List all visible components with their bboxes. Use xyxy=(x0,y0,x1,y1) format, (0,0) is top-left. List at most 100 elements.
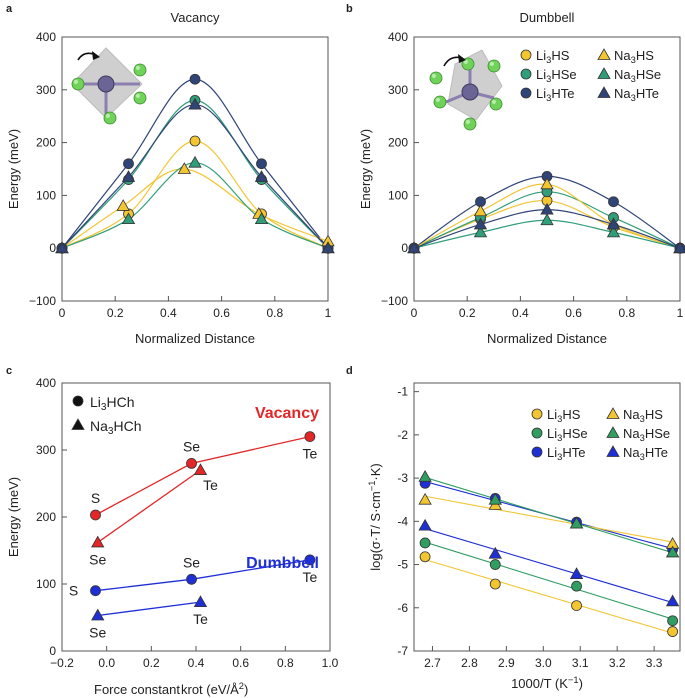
marker-li3hs xyxy=(489,578,501,590)
legend-marker-triangle xyxy=(606,407,620,419)
y-tick-label: 100 xyxy=(36,577,56,591)
ligand-atom xyxy=(133,91,147,105)
plot-frame xyxy=(413,36,681,302)
x-tick-label: 0.0 xyxy=(98,656,115,670)
point-label: S xyxy=(91,490,100,506)
marker-dumbbell-na3hch xyxy=(193,595,208,607)
ligand-atom-highlight xyxy=(491,99,496,104)
x-tick-label: 0.8 xyxy=(618,306,635,320)
legend-label: Li3​HTe xyxy=(547,445,585,462)
y-tick-label: 300 xyxy=(36,83,56,97)
x-tick-label: 3.3 xyxy=(646,656,663,670)
y-tick-label: -2 xyxy=(397,428,408,442)
fit-line-na3hte xyxy=(424,528,673,604)
y-axis-label: log(σ·T/ S·cm−1​·K) xyxy=(367,463,383,571)
legend-label: Li3​HTe xyxy=(536,86,574,103)
x-tick-label: 0.6 xyxy=(213,306,230,320)
legend-marker-circle xyxy=(531,446,543,458)
x-axis-label: Normalized Distance xyxy=(135,331,255,346)
y-tick-label: -4 xyxy=(397,514,408,528)
legend-label: Na3​HSe xyxy=(623,426,670,443)
marker-na3hte xyxy=(418,518,432,531)
annotation-dumbbell: Dumbbell xyxy=(246,555,319,572)
x-tick-label: 0.4 xyxy=(512,306,529,320)
y-tick-label: -5 xyxy=(397,558,408,572)
x-axis-label: 1000/T (K−1​) xyxy=(511,675,583,691)
marker-na3hte xyxy=(188,97,202,110)
panel-letter: d xyxy=(346,365,353,377)
y-tick-label: 300 xyxy=(36,443,56,457)
x-tick-label: 0.8 xyxy=(277,656,294,670)
y-tick-label: 200 xyxy=(36,136,56,150)
marker-na3hte xyxy=(407,241,421,254)
marker-li3hse xyxy=(571,580,582,592)
y-tick-label: -7 xyxy=(397,644,408,658)
x-tick-label: 3.0 xyxy=(535,656,552,670)
marker-li3hse xyxy=(489,559,501,570)
ligand-atom xyxy=(489,97,503,111)
marker-vacancy-na3hch xyxy=(193,463,208,476)
text-labels: 0 0.2 0.4 0.6 0.8 1−1000100200300400aVacancyN… xyxy=(6,3,684,697)
structure-insets xyxy=(71,47,503,131)
point-label: S xyxy=(69,583,78,599)
legend-marker-circle xyxy=(520,49,532,61)
legend-label: Na3​HS xyxy=(614,48,654,65)
x-tick-label: 0.4 xyxy=(188,656,205,670)
marker-vacancy-li3hch xyxy=(186,457,197,469)
marker-na3hte xyxy=(473,217,488,230)
y-tick-label: 0 xyxy=(49,644,56,658)
marker-na3hte xyxy=(321,241,335,254)
central-atom xyxy=(97,75,115,93)
central-atom xyxy=(461,83,479,101)
x-tick-label: 3.1 xyxy=(572,656,589,670)
x-tick-label: 0.6 xyxy=(232,656,249,670)
marker-na3hse xyxy=(606,225,621,238)
x-tick-label: 2.8 xyxy=(461,656,478,670)
marker-na3hs xyxy=(177,162,192,174)
ligand-atom-highlight xyxy=(465,119,470,124)
line-vacancy-na3hch xyxy=(97,469,201,543)
fit-line-li3hse xyxy=(424,541,673,620)
legend-marker-triangle xyxy=(606,426,620,438)
marker-dumbbell-li3hch xyxy=(186,573,197,585)
legend-label: Na3​HTe xyxy=(614,86,659,103)
x-tick-label: 0.6 xyxy=(565,306,582,320)
marker-dumbbell-li3hch xyxy=(90,585,101,597)
ligand-atom xyxy=(429,71,443,85)
ligand-atom xyxy=(103,111,117,125)
x-tick-label: 0 xyxy=(411,306,418,320)
y-tick-label: -6 xyxy=(397,601,408,615)
marker-na3hse xyxy=(473,225,488,238)
panel-title: Vacancy xyxy=(171,10,220,25)
panel-letter: b xyxy=(346,3,353,15)
marker-na3hse xyxy=(569,516,584,529)
legend-label: Li3​HSe xyxy=(547,426,588,443)
legend-label: Na3​HTe xyxy=(623,445,668,462)
legend-label: Li3​HS xyxy=(547,407,581,424)
marker-na3hse xyxy=(540,213,554,226)
data-markers xyxy=(55,48,685,637)
ligand-atom xyxy=(71,77,85,91)
marker-na3hte xyxy=(673,241,685,254)
point-label: Te xyxy=(303,446,318,462)
y-tick-label: 0 xyxy=(401,241,408,255)
point-label: Se xyxy=(183,554,200,570)
marker-vacancy-li3hch xyxy=(90,509,101,521)
fit-line-na3hse xyxy=(424,476,673,554)
y-axis-label: Energy (meV) xyxy=(6,477,21,557)
ligand-atom xyxy=(487,59,501,73)
x-tick-label: 1.0 xyxy=(322,656,339,670)
x-axis-label-suffix: krot (eV/Å2​) xyxy=(181,681,248,697)
marker-li3hs xyxy=(419,551,431,563)
marker-dumbbell-li3hch xyxy=(304,554,316,566)
panel-title: Dumbbell xyxy=(520,10,575,25)
plot-frame xyxy=(413,382,681,652)
ligand-atom-highlight xyxy=(489,61,494,66)
point-label: Te xyxy=(303,569,318,585)
fit-line-na3hs xyxy=(424,495,673,543)
marker-na3hte xyxy=(254,170,269,182)
fit-line-li3hs xyxy=(424,559,673,634)
axes-frames xyxy=(61,36,681,652)
point-label: Te xyxy=(193,611,208,627)
marker-li3hs xyxy=(571,600,582,612)
